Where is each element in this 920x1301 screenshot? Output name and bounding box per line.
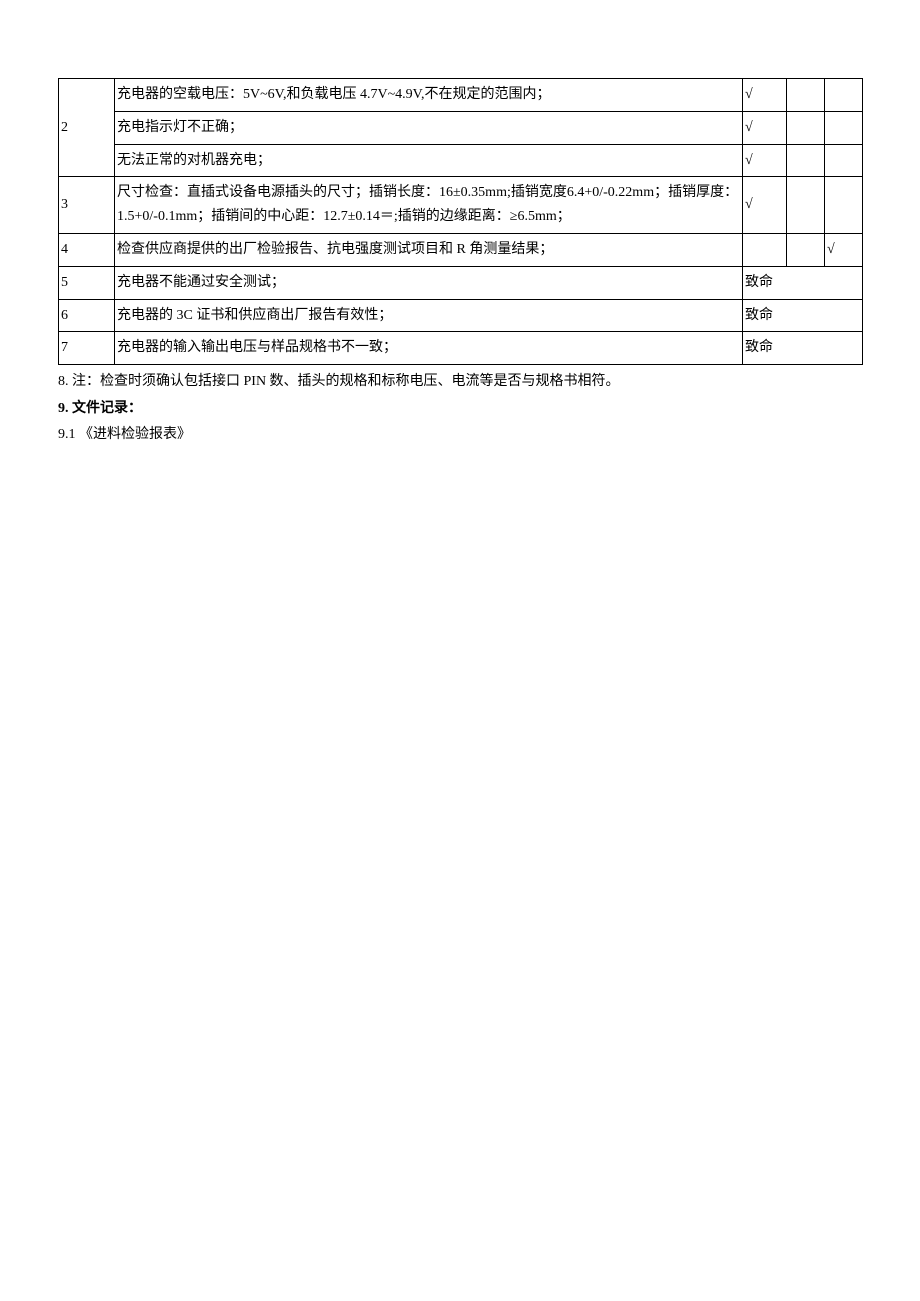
cell-desc: 充电器不能通过安全测试； [115, 266, 743, 299]
cell-num: 4 [59, 233, 115, 266]
cell-c1: √ [743, 111, 787, 144]
cell-c2 [787, 111, 825, 144]
cell-c3 [825, 79, 863, 112]
inspection-table: 2 充电器的空载电压：5V~6V,和负载电压 4.7V~4.9V,不在规定的范围… [58, 78, 863, 365]
cell-fatal: 致命 [743, 266, 863, 299]
cell-num: 3 [59, 177, 115, 234]
cell-desc: 充电器的 3C 证书和供应商出厂报告有效性； [115, 299, 743, 332]
cell-num: 5 [59, 266, 115, 299]
table-row: 充电指示灯不正确； √ [59, 111, 863, 144]
cell-desc: 无法正常的对机器充电； [115, 144, 743, 177]
cell-desc: 充电器的输入输出电压与样品规格书不一致； [115, 332, 743, 365]
cell-num: 6 [59, 299, 115, 332]
cell-c1: √ [743, 144, 787, 177]
table-row: 6 充电器的 3C 证书和供应商出厂报告有效性； 致命 [59, 299, 863, 332]
cell-c3 [825, 144, 863, 177]
table-row: 2 充电器的空载电压：5V~6V,和负载电压 4.7V~4.9V,不在规定的范围… [59, 79, 863, 112]
table-row: 无法正常的对机器充电； √ [59, 144, 863, 177]
cell-c3 [825, 111, 863, 144]
table-row: 4 检查供应商提供的出厂检验报告、抗电强度测试项目和 R 角测量结果； √ [59, 233, 863, 266]
cell-c2 [787, 79, 825, 112]
table-row: 3 尺寸检查：直插式设备电源插头的尺寸；插销长度：16±0.35mm;插销宽度6… [59, 177, 863, 234]
cell-c2 [787, 144, 825, 177]
cell-c1: √ [743, 79, 787, 112]
cell-c1 [743, 233, 787, 266]
cell-desc: 检查供应商提供的出厂检验报告、抗电强度测试项目和 R 角测量结果； [115, 233, 743, 266]
note-8: 8. 注：检查时须确认包括接口 PIN 数、插头的规格和标称电压、电流等是否与规… [58, 371, 862, 393]
note-9: 9. 文件记录： [58, 398, 862, 420]
cell-c3 [825, 177, 863, 234]
cell-desc: 充电指示灯不正确； [115, 111, 743, 144]
cell-c1: √ [743, 177, 787, 234]
cell-desc: 尺寸检查：直插式设备电源插头的尺寸；插销长度：16±0.35mm;插销宽度6.4… [115, 177, 743, 234]
cell-desc: 充电器的空载电压：5V~6V,和负载电压 4.7V~4.9V,不在规定的范围内； [115, 79, 743, 112]
cell-c2 [787, 233, 825, 266]
cell-num: 7 [59, 332, 115, 365]
cell-c2 [787, 177, 825, 234]
note-9-1: 9.1 《进料检验报表》 [58, 424, 862, 446]
cell-fatal: 致命 [743, 299, 863, 332]
cell-fatal: 致命 [743, 332, 863, 365]
cell-num: 2 [59, 79, 115, 177]
table-row: 5 充电器不能通过安全测试； 致命 [59, 266, 863, 299]
table-row: 7 充电器的输入输出电压与样品规格书不一致； 致命 [59, 332, 863, 365]
cell-c3: √ [825, 233, 863, 266]
notes-section: 8. 注：检查时须确认包括接口 PIN 数、插头的规格和标称电压、电流等是否与规… [58, 371, 862, 446]
page-content: 2 充电器的空载电压：5V~6V,和负载电压 4.7V~4.9V,不在规定的范围… [0, 0, 920, 446]
